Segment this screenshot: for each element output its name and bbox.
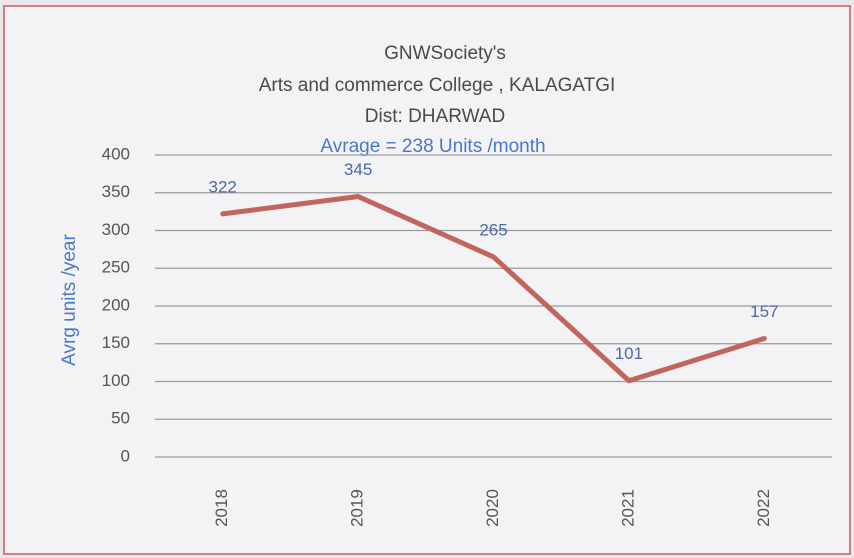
x-tick-label: 2018	[212, 489, 231, 527]
y-tick-label: 100	[102, 371, 130, 390]
chart-subtitle: Avrage = 238 Units /month	[320, 136, 545, 157]
y-axis-label: Avrg units /year	[59, 234, 80, 366]
data-label: 157	[750, 302, 778, 321]
y-tick-label: 150	[102, 333, 130, 352]
x-tick-label: 2021	[618, 489, 637, 527]
data-label: 345	[344, 160, 372, 179]
y-tick-label: 200	[102, 295, 130, 314]
line	[220, 194, 767, 384]
y-tick-label: 50	[111, 409, 130, 428]
y-tick-label: 300	[102, 220, 130, 239]
y-tick-label: 250	[102, 258, 130, 277]
data-label: 322	[209, 177, 237, 196]
x-tick-label: 2019	[348, 489, 367, 527]
x-tick-label: 2022	[754, 489, 773, 527]
y-tick-label: 0	[121, 446, 130, 465]
y-tick-label: 350	[102, 182, 130, 201]
data-label: 265	[479, 220, 507, 239]
chart-title: GNWSociety's	[384, 43, 506, 64]
x-tick-label: 2020	[483, 489, 502, 527]
y-tick-label: 400	[102, 144, 130, 163]
chart-frame	[3, 5, 851, 555]
chart-title: Arts and commerce College , KALAGATGI	[259, 75, 616, 96]
chart-title: Dist: DHARWAD	[365, 106, 505, 127]
data-label: 101	[615, 344, 643, 363]
